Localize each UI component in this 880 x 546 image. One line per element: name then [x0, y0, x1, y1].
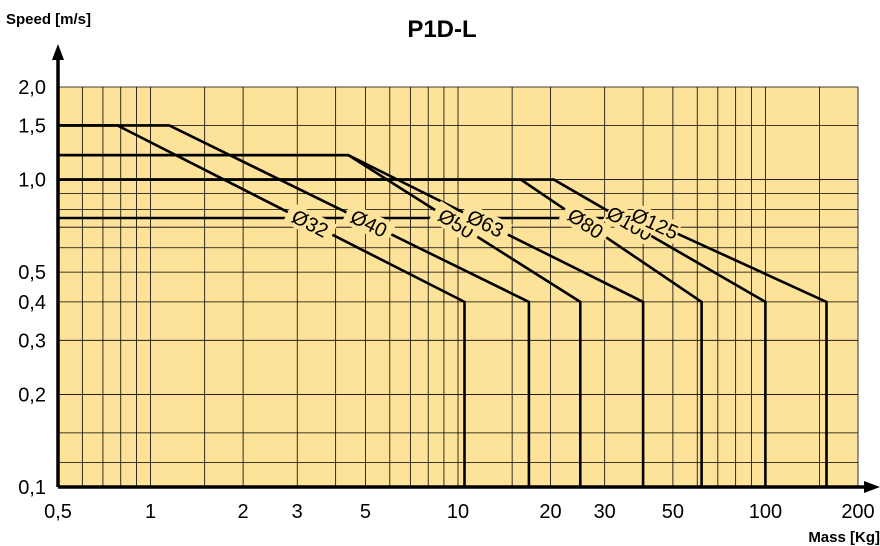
x-tick-label-7: 30 [594, 501, 616, 523]
x-tick-label-4: 5 [360, 501, 371, 523]
x-tick-label-2: 2 [238, 501, 249, 523]
y-tick-label-3: 0,4 [18, 292, 46, 314]
y-tick-label-4: 0,5 [18, 262, 46, 284]
series-label-backdrop-5 [558, 200, 613, 247]
x-tick-label-5: 10 [447, 501, 469, 523]
series-label-backdrop-2 [341, 202, 397, 245]
x-axis-title: Mass [Kg] [808, 529, 880, 546]
y-tick-label-7: 2,0 [18, 77, 46, 99]
y-axis-title: Speed [m/s] [6, 11, 91, 28]
series-label-backdrop-3 [429, 200, 484, 247]
chart-title: P1D-L [407, 16, 476, 43]
series-label-backdrop-4 [458, 202, 513, 245]
x-tick-label-3: 3 [292, 501, 303, 523]
grid [58, 86, 859, 487]
x-tick-label-10: 200 [841, 501, 874, 523]
series-label-backdrop-7 [627, 202, 683, 244]
x-tick-label-6: 20 [539, 501, 561, 523]
y-axis-arrow [52, 44, 64, 60]
series-label-backdrop-1 [282, 202, 338, 245]
axes [52, 44, 880, 493]
y-tick-label-6: 1,5 [18, 115, 46, 137]
x-tick-label-0: 0,5 [44, 501, 72, 523]
y-tick-label-0: 0,1 [18, 477, 46, 499]
x-tick-label-8: 50 [662, 501, 684, 523]
series-line-6 [58, 178, 767, 487]
tick-labels: 0,5 1 2 3 5 10 20 30 50 100 200 0,1 0,2 0,3 0,4 0,5 1,0 1… [18, 77, 875, 523]
y-tick-label-1: 0,2 [18, 384, 46, 406]
x-tick-label-1: 1 [145, 501, 156, 523]
x-tick-label-9: 100 [749, 501, 782, 523]
y-tick-label-5: 1,0 [18, 170, 46, 192]
y-tick-label-2: 0,3 [18, 330, 46, 352]
x-axis-arrow [864, 481, 880, 493]
